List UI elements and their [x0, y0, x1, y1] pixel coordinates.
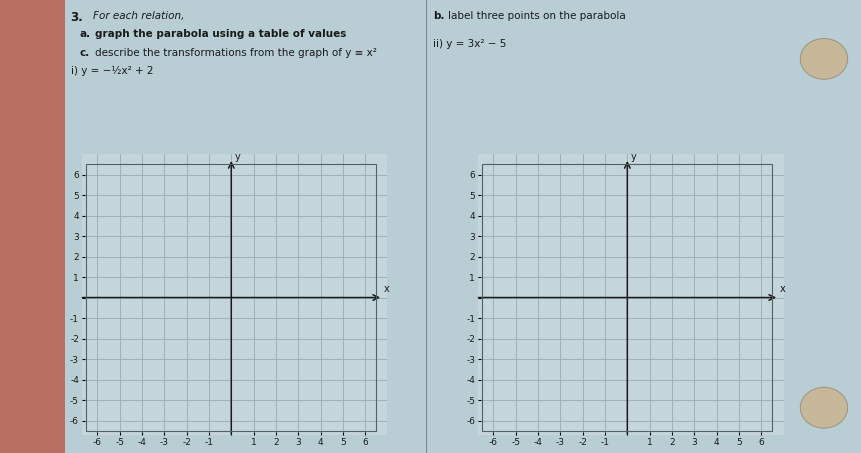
Text: For each relation,: For each relation,	[93, 11, 184, 21]
Text: ii) y = 3x² − 5: ii) y = 3x² − 5	[433, 39, 506, 48]
Ellipse shape	[801, 39, 848, 79]
Text: x: x	[383, 284, 389, 294]
Text: x: x	[779, 284, 785, 294]
Text: i) y = −½x² + 2: i) y = −½x² + 2	[71, 66, 153, 76]
Text: a.: a.	[79, 29, 90, 39]
Text: describe the transformations from the graph of y ≡ x²: describe the transformations from the gr…	[95, 48, 376, 58]
Text: graph the parabola using a table of values: graph the parabola using a table of valu…	[95, 29, 346, 39]
Text: y: y	[234, 152, 240, 162]
Text: label three points on the parabola: label three points on the parabola	[448, 11, 625, 21]
Text: b.: b.	[433, 11, 444, 21]
Text: c.: c.	[79, 48, 90, 58]
Bar	[0, 0, 65, 453]
Text: y: y	[631, 152, 636, 162]
Text: 3.: 3.	[71, 11, 84, 24]
Ellipse shape	[801, 387, 848, 428]
